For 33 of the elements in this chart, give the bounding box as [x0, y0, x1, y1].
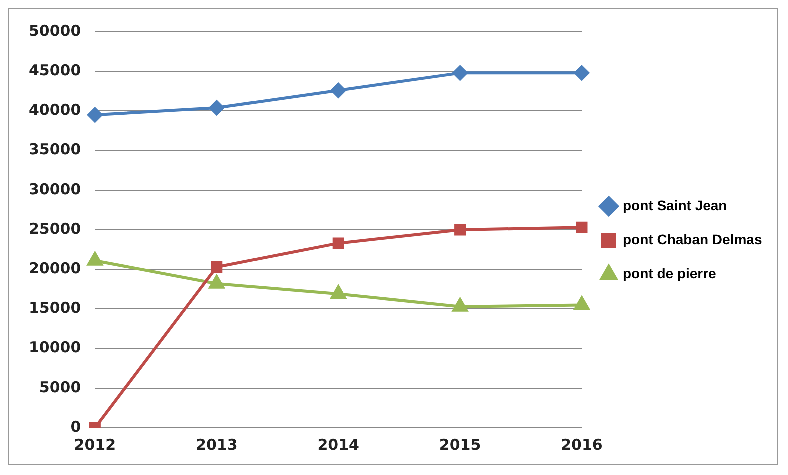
y-tick-label: 10000	[29, 338, 82, 357]
point	[331, 286, 346, 300]
point	[211, 261, 223, 273]
x-tick-label: 2016	[561, 436, 603, 454]
y-tick-label: 30000	[29, 180, 82, 198]
legend-label: pont Saint Jean	[623, 197, 728, 214]
y-tick-label: 45000	[29, 61, 82, 80]
point	[452, 298, 468, 312]
point	[331, 83, 346, 98]
point	[574, 66, 590, 81]
y-tick-label: 40000	[29, 101, 82, 120]
point	[576, 222, 588, 234]
y-tick-label: 5000	[39, 378, 82, 396]
point	[88, 108, 103, 123]
y-tick-label: 50000	[29, 22, 82, 40]
point	[88, 252, 103, 266]
legend-label: pont de pierre	[623, 265, 717, 282]
point	[209, 100, 224, 116]
point	[332, 238, 344, 250]
y-tick-label: 15000	[29, 299, 82, 318]
x-tick-label: 2014	[318, 436, 360, 454]
y-tick-label: 0	[70, 418, 82, 436]
legend-label: pont Chaban Delmas	[623, 231, 762, 248]
point	[209, 275, 224, 289]
y-tick-label: 35000	[29, 140, 82, 159]
point	[452, 66, 468, 81]
x-tick-label: 2013	[196, 436, 238, 454]
y-tick-label: 25000	[29, 220, 82, 238]
x-tick-label: 2015	[439, 436, 482, 454]
point	[574, 296, 590, 310]
y-tick-label: 20000	[29, 259, 82, 278]
point	[454, 224, 466, 236]
x-tick-label: 2012	[74, 436, 116, 454]
